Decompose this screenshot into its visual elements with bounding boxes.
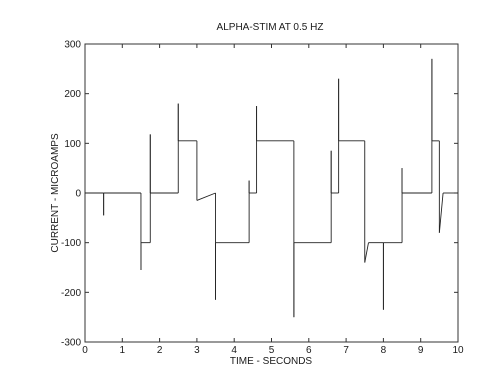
x-tick-label: 9 (418, 345, 424, 356)
axis-ticks: 0 1 2 3 4 5 6 7 8 9 10 -300 -200 -100 0 100 200 300 (61, 40, 464, 357)
chart-title: ALPHA-STIM AT 0.5 HZ (217, 22, 324, 33)
y-tick-label: -200 (61, 288, 81, 299)
x-tick-label: 5 (269, 345, 275, 356)
x-axis-label: TIME - SECONDS (230, 356, 313, 367)
x-tick-label: 1 (120, 345, 126, 356)
x-tick-label: 6 (306, 345, 312, 356)
series-segment (196, 192, 216, 201)
y-tick-label: 100 (64, 139, 81, 150)
x-tick-label: 8 (381, 345, 387, 356)
series-segment (364, 242, 369, 263)
x-tick-label: 0 (82, 345, 88, 356)
x-tick-label: 10 (452, 345, 464, 356)
x-tick-label: 7 (343, 345, 349, 356)
y-tick-label: 0 (75, 189, 81, 200)
y-axis-label: CURRENT - MICROAMPS (50, 133, 61, 253)
y-tick-label: 300 (64, 40, 81, 51)
series-group (85, 58, 458, 318)
x-tick-label: 2 (157, 345, 163, 356)
x-tick-label: 4 (231, 345, 237, 356)
y-tick-label: -300 (61, 338, 81, 349)
y-tick-label: -100 (61, 238, 81, 249)
x-tick-label: 3 (194, 345, 200, 356)
series-segment (438, 192, 444, 233)
y-tick-label: 200 (64, 89, 81, 100)
